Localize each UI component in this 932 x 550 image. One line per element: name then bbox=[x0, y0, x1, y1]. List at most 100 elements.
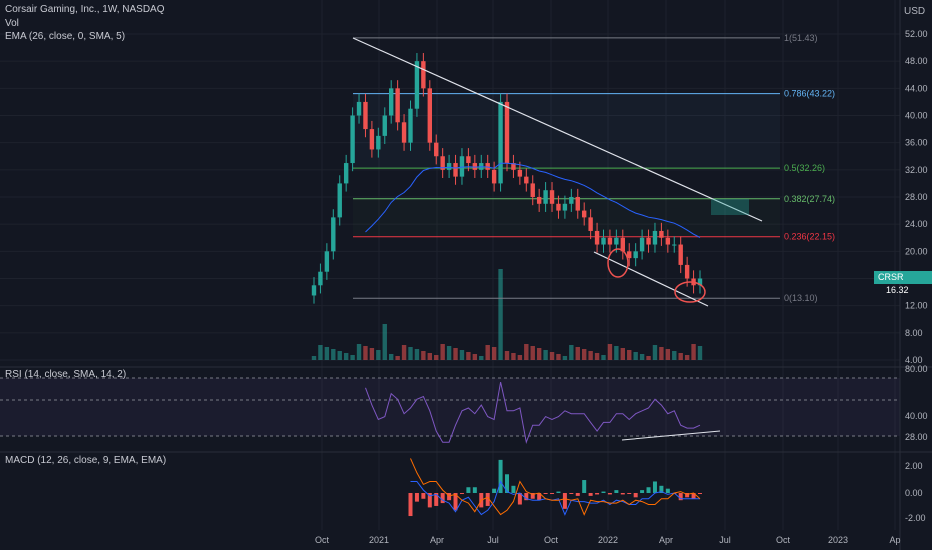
candle-body bbox=[356, 101, 362, 116]
volume-bar bbox=[421, 351, 426, 360]
volume-bar bbox=[356, 344, 362, 360]
candle-body bbox=[607, 237, 613, 245]
volume-bar bbox=[485, 345, 490, 360]
candle-body bbox=[575, 197, 580, 211]
candle-body bbox=[614, 237, 619, 245]
volume-bar bbox=[472, 354, 478, 360]
symbol-legend: Corsair Gaming, Inc., 1W, NASDAQ bbox=[5, 4, 165, 15]
rsi-tick-label: 28.00 bbox=[905, 432, 928, 442]
time-tick-label: Oct bbox=[315, 535, 330, 545]
candle-body bbox=[408, 108, 413, 143]
macd-histogram-bar bbox=[633, 493, 638, 498]
volume-bar bbox=[697, 346, 703, 360]
volume-bar bbox=[582, 349, 587, 360]
macd-histogram-bar bbox=[530, 493, 535, 499]
volume-bar bbox=[543, 350, 548, 360]
rsi-divergence-line bbox=[621, 430, 721, 441]
macd-histogram-bar bbox=[498, 459, 503, 493]
candle-body bbox=[382, 115, 387, 136]
macd-histogram-bar bbox=[646, 487, 651, 493]
rsi-line bbox=[365, 381, 701, 445]
candle-body bbox=[678, 244, 683, 265]
macd-histogram-bar bbox=[453, 493, 458, 511]
volume-legend: Vol bbox=[5, 18, 19, 29]
volume-bar bbox=[498, 269, 503, 360]
time-tick-label: 2023 bbox=[828, 535, 848, 545]
candle-body bbox=[485, 163, 490, 170]
volume-bar bbox=[691, 344, 696, 360]
price-tick-label: 12.00 bbox=[905, 301, 928, 311]
macd-histogram-bar bbox=[408, 493, 413, 517]
rsi-tick-label: 80.00 bbox=[905, 364, 928, 374]
volume-bar bbox=[440, 344, 445, 360]
volume-bar bbox=[414, 349, 420, 360]
candle-body bbox=[530, 183, 535, 197]
candle-body bbox=[549, 190, 555, 204]
volume-bar bbox=[491, 347, 497, 360]
candle-body bbox=[395, 88, 400, 123]
macd-histogram-bar bbox=[607, 493, 612, 495]
candle-body bbox=[434, 142, 439, 157]
time-tick-label: Apr bbox=[430, 535, 444, 545]
volume-bar bbox=[614, 346, 619, 360]
macd-histogram-bar bbox=[685, 493, 690, 498]
candle-body bbox=[601, 237, 606, 245]
candle-body bbox=[350, 115, 355, 164]
signal-line bbox=[410, 458, 701, 516]
macd-histogram-bar bbox=[627, 493, 632, 494]
candle-body bbox=[414, 61, 420, 109]
macd-histogram-bar bbox=[575, 493, 580, 496]
candle-body bbox=[543, 190, 548, 204]
trendline-resistance bbox=[352, 37, 763, 222]
price-tick-label: 48.00 bbox=[905, 56, 928, 66]
candle-body bbox=[697, 278, 703, 286]
macd-histogram-bar bbox=[472, 487, 477, 493]
macd-tick-label: 2.00 bbox=[905, 461, 923, 471]
macd-tick-label: 0.00 bbox=[905, 488, 923, 498]
macd-histogram-bar bbox=[524, 493, 529, 501]
candle-body bbox=[369, 129, 375, 150]
macd-pane bbox=[408, 458, 702, 517]
volume-bars bbox=[311, 269, 703, 360]
candle-body bbox=[440, 156, 445, 170]
candle-body bbox=[517, 169, 523, 177]
macd-histogram-bar bbox=[459, 493, 464, 494]
candle-body bbox=[498, 101, 503, 184]
candle-body bbox=[665, 237, 671, 245]
candle-body bbox=[569, 197, 574, 204]
candle-body bbox=[627, 251, 632, 259]
volume-bar bbox=[678, 353, 683, 360]
volume-bar bbox=[607, 344, 613, 360]
fib-zone bbox=[353, 93, 780, 169]
candle-body bbox=[562, 203, 568, 211]
volume-bar bbox=[601, 355, 606, 360]
volume-bar bbox=[466, 352, 471, 360]
candle-body bbox=[588, 217, 593, 231]
candle-body bbox=[466, 156, 471, 164]
volume-bar bbox=[427, 353, 432, 360]
volume-bar bbox=[337, 351, 342, 360]
candles bbox=[311, 53, 703, 304]
macd-histogram-bar bbox=[562, 493, 567, 509]
volume-bar bbox=[627, 350, 632, 360]
target-box bbox=[711, 199, 749, 215]
candle-body bbox=[324, 251, 330, 272]
ema-legend: EMA (26, close, 0, SMA, 5) bbox=[5, 31, 126, 42]
candle-body bbox=[491, 169, 497, 184]
fib-level-label: 0.5(32.26) bbox=[784, 163, 825, 173]
volume-bar bbox=[331, 349, 336, 360]
macd-histogram-bar bbox=[466, 487, 471, 493]
volume-bar bbox=[569, 345, 574, 360]
volume-bar bbox=[639, 354, 645, 360]
macd-histogram-bar bbox=[427, 493, 432, 508]
last-price-badge: CRSR 16.32 bbox=[874, 271, 932, 295]
time-tick-label: 2022 bbox=[598, 535, 618, 545]
volume-bar bbox=[408, 347, 413, 360]
candle-body bbox=[401, 122, 407, 143]
macd-histogram-bar bbox=[511, 485, 516, 493]
candle-body bbox=[672, 244, 677, 246]
volume-bar bbox=[620, 348, 625, 360]
candle-body bbox=[536, 197, 542, 204]
